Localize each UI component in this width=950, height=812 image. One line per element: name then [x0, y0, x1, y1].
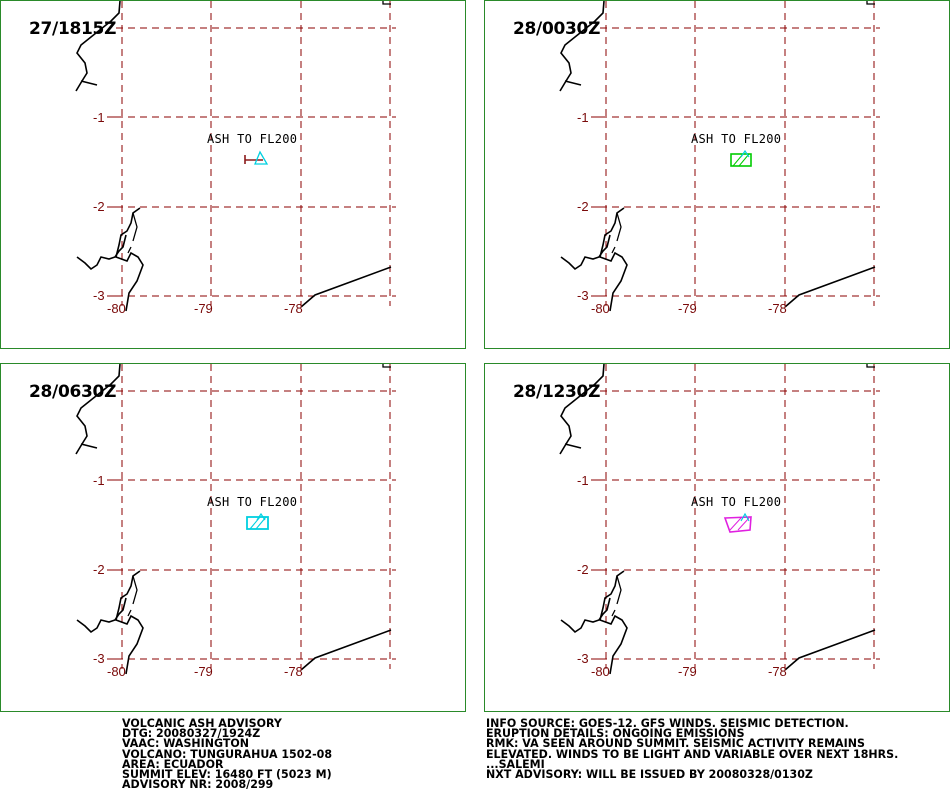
advisory-line: ADVISORY NR: 2008/299 — [122, 777, 274, 792]
lon-label: -79 — [678, 301, 697, 316]
plume-hatch — [729, 517, 750, 531]
lat-label: -2 — [577, 199, 589, 214]
plume-polygon — [244, 155, 263, 164]
lat-label: -1 — [93, 110, 105, 125]
coastline — [559, 364, 605, 455]
coastline — [127, 575, 138, 617]
plume-polygon — [723, 516, 752, 533]
advisory-line: AREA: ECUADOR — [122, 756, 224, 771]
panel-time: 28/1230Z — [513, 382, 601, 402]
ash-label: ASH TO FL200 — [691, 132, 782, 146]
lon-label: -80 — [107, 301, 126, 316]
lat-label: -3 — [93, 288, 105, 303]
coastline — [115, 570, 144, 675]
lat-label: -1 — [93, 473, 105, 488]
map-canvas — [75, 1, 396, 312]
advisory-line: VOLCANIC ASH ADVISORY — [122, 716, 282, 730]
border-line — [300, 266, 392, 308]
lat-label: -2 — [93, 199, 105, 214]
coastline — [115, 207, 144, 312]
lon-label: -78 — [284, 301, 303, 316]
coastline — [76, 234, 127, 271]
coastline — [76, 597, 127, 634]
plume-polygon — [730, 153, 752, 167]
coastline — [75, 364, 121, 455]
ash-label: ASH TO FL200 — [207, 132, 298, 146]
coastline — [127, 212, 138, 254]
panel-time: 28/0030Z — [513, 19, 601, 39]
lon-label: -80 — [591, 664, 610, 679]
map-panel-3: 28/0630Z ASH TO FL200 -1 -2 -3 -80 -79 -… — [0, 363, 466, 712]
coastline — [611, 575, 622, 617]
border-line — [866, 1, 875, 5]
lon-label: -80 — [107, 664, 126, 679]
volcano-marker — [254, 150, 269, 165]
coastline — [560, 234, 611, 271]
coastline — [611, 212, 622, 254]
volcano-marker — [740, 512, 750, 522]
panel-time: 28/0630Z — [29, 382, 117, 402]
lon-label: -78 — [768, 301, 787, 316]
plume-polygon — [246, 516, 269, 530]
map-canvas — [559, 1, 880, 312]
border-line — [784, 266, 876, 308]
advisory-line: RMK: VA SEEN AROUND SUMMIT. SEISMIC ACTI… — [486, 736, 865, 751]
map-panel-1: 27/1815Z ASH TO FL200 -1 -2 -3 -80 -79 -… — [0, 0, 466, 349]
lon-label: -78 — [284, 664, 303, 679]
lon-label: -79 — [194, 664, 213, 679]
advisory-line: SUMMIT ELEV: 16480 FT (5023 M) — [122, 767, 332, 782]
advisory-line: ...SALEMI — [486, 756, 545, 771]
border-line — [300, 629, 392, 671]
advisory-line: VAAC: WASHINGTON — [122, 736, 250, 751]
lat-label: -1 — [577, 473, 589, 488]
lon-label: -79 — [678, 664, 697, 679]
border-line — [784, 629, 876, 671]
advisory-text-left: VOLCANIC ASH ADVISORY DTG: 20080327/1924… — [122, 716, 341, 792]
lat-label: -2 — [577, 562, 589, 577]
lat-label: -2 — [93, 562, 105, 577]
coastline — [599, 570, 628, 675]
advisory-line: ERUPTION DETAILS: ONGOING EMISSIONS — [486, 726, 745, 741]
map-panel-2: 28/0030Z ASH TO FL200 -1 -2 -3 -80 -79 -… — [484, 0, 950, 349]
advisory-line: DTG: 20080327/1924Z — [122, 726, 261, 741]
advisory-line: VOLCANO: TUNGURAHUA 1502-08 — [122, 746, 333, 761]
coastline — [599, 207, 628, 312]
coastline — [75, 1, 121, 92]
advisory-line: ELEVATED. WINDS TO BE LIGHT AND VARIABLE… — [486, 746, 899, 761]
lat-label: -1 — [577, 110, 589, 125]
volcano-marker — [256, 512, 266, 521]
border-line — [382, 1, 391, 5]
lat-label: -3 — [577, 288, 589, 303]
advisory-text-right: INFO SOURCE: GOES-12. GFS WINDS. SEISMIC… — [486, 716, 915, 782]
volcano-marker — [740, 149, 750, 158]
ash-label: ASH TO FL200 — [207, 495, 298, 509]
lat-label: -3 — [577, 651, 589, 666]
lon-label: -78 — [768, 664, 787, 679]
ash-label: ASH TO FL200 — [691, 495, 782, 509]
advisory-line: NXT ADVISORY: WILL BE ISSUED BY 20080328… — [486, 767, 813, 782]
border-line — [866, 364, 875, 368]
border-line — [382, 364, 391, 368]
advisory-line: INFO SOURCE: GOES-12. GFS WINDS. SEISMIC… — [486, 716, 849, 730]
plume-hatch — [732, 153, 750, 167]
coastline — [560, 597, 611, 634]
coastline — [559, 1, 605, 92]
map-panel-4: 28/1230Z ASH TO FL200 -1 -2 -3 -80 -79 -… — [484, 363, 950, 712]
map-canvas — [75, 364, 396, 675]
panel-time: 27/1815Z — [29, 19, 117, 39]
lon-label: -80 — [591, 301, 610, 316]
lat-label: -3 — [93, 651, 105, 666]
lon-label: -79 — [194, 301, 213, 316]
map-canvas — [559, 364, 880, 675]
